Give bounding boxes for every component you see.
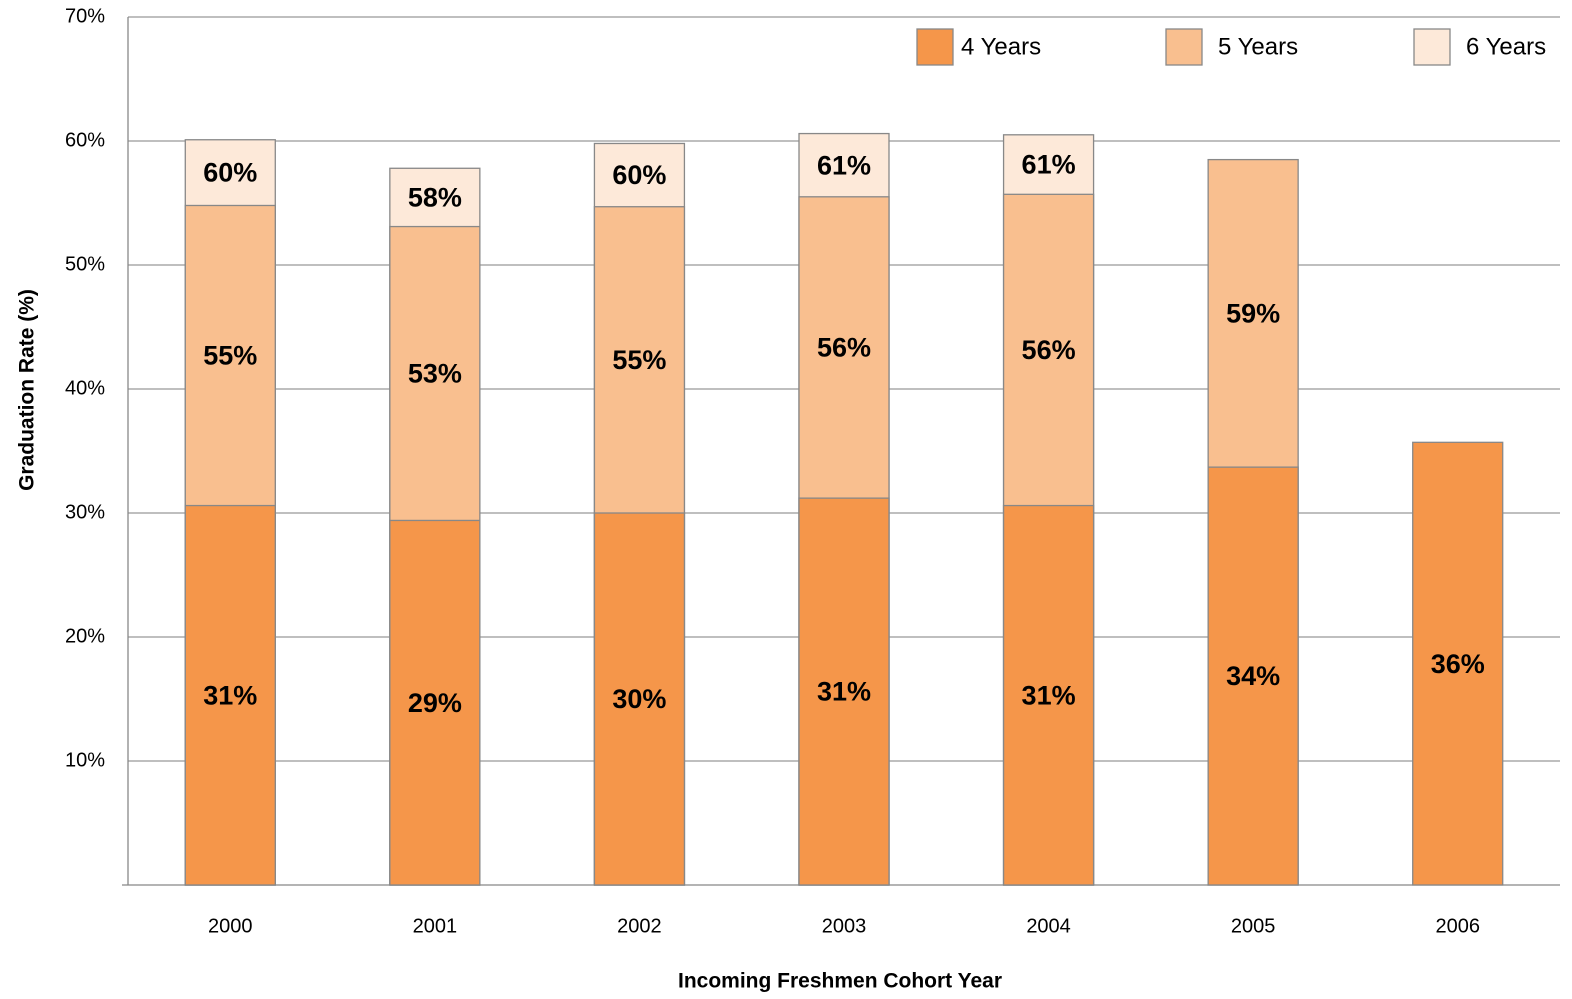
y-tick-label: 40% [65, 377, 105, 399]
data-label: 55% [203, 341, 257, 371]
data-label: 61% [1022, 150, 1076, 180]
legend-swatch [916, 28, 954, 66]
legend-label: 5 Years [1218, 33, 1298, 60]
x-tick-label: 2006 [1435, 915, 1480, 937]
x-tick-label: 2002 [617, 915, 662, 937]
y-tick-label: 30% [65, 501, 105, 523]
data-label: 31% [1022, 680, 1076, 710]
x-tick-label: 2004 [1026, 915, 1071, 937]
data-label: 60% [203, 158, 257, 188]
bar [1412, 441, 1504, 886]
data-label: 31% [817, 677, 871, 707]
legend-label: 6 Years [1466, 33, 1546, 60]
bar [184, 504, 276, 886]
data-label: 30% [612, 684, 666, 714]
legend-swatch [1413, 28, 1451, 66]
data-label: 61% [817, 150, 871, 180]
y-tick-label: 50% [65, 253, 105, 275]
data-label: 60% [612, 160, 666, 190]
y-tick-label: 10% [65, 749, 105, 771]
data-label: 56% [817, 333, 871, 363]
legend-swatch [1165, 28, 1203, 66]
data-label: 29% [408, 688, 462, 718]
data-label: 34% [1226, 661, 1280, 691]
bar [1002, 504, 1095, 886]
bar [798, 497, 890, 886]
data-label: 59% [1226, 298, 1280, 328]
data-label: 55% [612, 345, 666, 375]
legend-label: 4 Years [961, 33, 1041, 60]
bar [593, 512, 686, 886]
bar [389, 519, 481, 886]
y-tick-label: 70% [65, 5, 105, 27]
data-label: 56% [1022, 335, 1076, 365]
y-axis-title: Graduation Rate (%) [16, 289, 39, 491]
x-tick-label: 2005 [1231, 915, 1276, 937]
x-tick-label: 2000 [208, 915, 253, 937]
y-tick-label: 60% [65, 129, 105, 151]
data-label: 31% [203, 680, 257, 710]
y-tick-label: 20% [65, 625, 105, 647]
x-axis-title: Incoming Freshmen Cohort Year [678, 970, 1002, 993]
data-label: 58% [408, 183, 462, 213]
bar [1207, 466, 1299, 886]
x-tick-label: 2003 [822, 915, 867, 937]
data-label: 53% [408, 359, 462, 389]
x-tick-label: 2001 [413, 915, 458, 937]
data-label: 36% [1431, 649, 1485, 679]
